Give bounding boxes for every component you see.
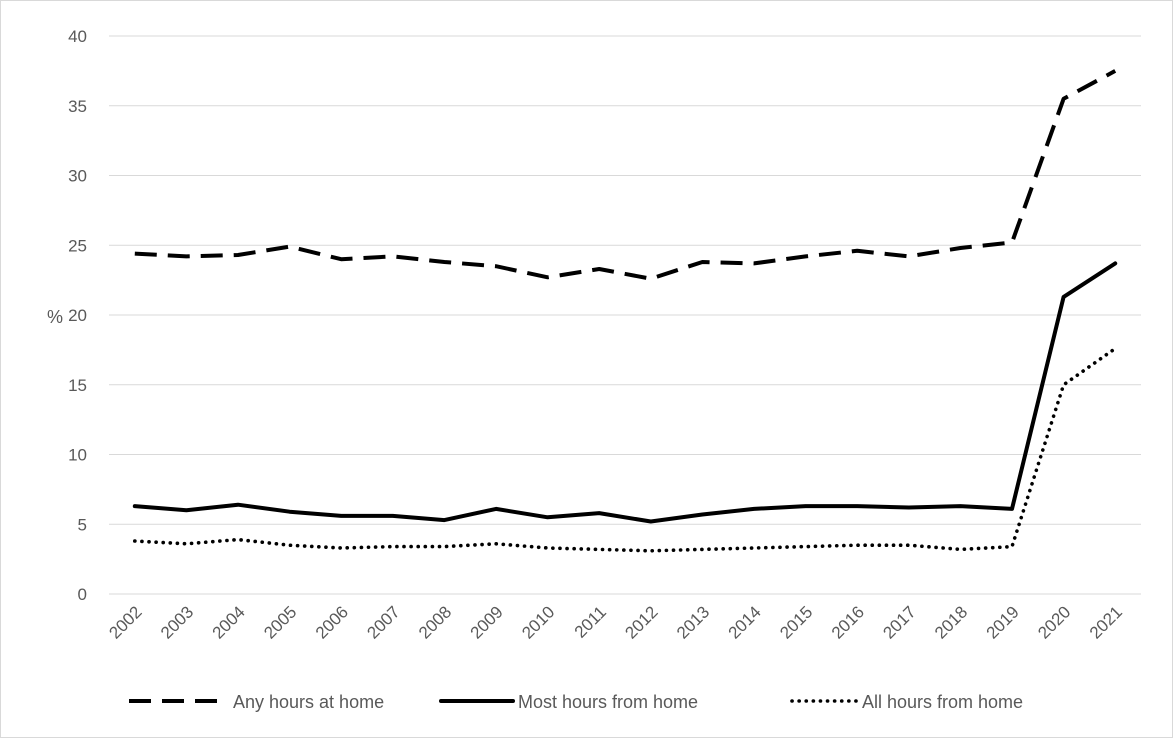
x-tick-label: 2017 [879,602,919,642]
x-tick-label: 2010 [518,602,558,642]
y-tick-label: 30 [68,167,87,186]
y-tick-label: 10 [68,446,87,465]
x-tick-label: 2005 [260,602,300,642]
x-tick-label: 2014 [725,602,765,642]
x-tick-label: 2007 [363,602,403,642]
y-tick-label: 5 [78,515,87,534]
y-tick-label: 20 [68,306,87,325]
y-axis-ticks: 0 5 10 15 20 25 30 35 40 [68,27,87,604]
x-tick-label: 2009 [467,602,507,642]
x-tick-label: 2021 [1086,602,1126,642]
x-tick-label: 2012 [621,602,661,642]
x-tick-label: 2004 [209,602,249,642]
series-line-most-hours-from-home [132,261,1118,524]
y-tick-label: 25 [68,236,87,255]
legend-label: All hours from home [862,692,1023,712]
x-tick-label: 2016 [828,602,868,642]
x-tick-label: 2006 [312,602,352,642]
x-tick-label: 2018 [931,602,971,642]
x-tick-label: 2013 [673,602,713,642]
y-tick-label: 40 [68,27,87,46]
y-axis-label: % [47,307,63,327]
legend-label: Most hours from home [518,692,698,712]
series-line-any-hours-at-home [134,69,1117,281]
x-tick-label: 2019 [983,602,1023,642]
x-tick-label: 2008 [415,602,455,642]
x-tick-label: 2020 [1034,602,1074,642]
x-tick-label: 2002 [105,602,145,642]
x-axis-ticks: 2002 2003 2004 2005 2006 2007 2008 2009 2010 2011… [105,602,1126,642]
y-tick-label: 0 [78,585,87,604]
x-tick-label: 2003 [157,602,197,642]
legend-label: Any hours at home [233,692,384,712]
y-tick-label: 35 [68,97,87,116]
gridlines [109,35,1141,595]
x-tick-label: 2015 [776,602,816,642]
legend: Any hours at home Most hours from home All… [129,692,1023,712]
y-tick-label: 15 [68,376,87,395]
series-lines [132,69,1118,553]
x-tick-label: 2011 [571,602,610,641]
series-line-all-hours-from-home [133,346,1117,553]
